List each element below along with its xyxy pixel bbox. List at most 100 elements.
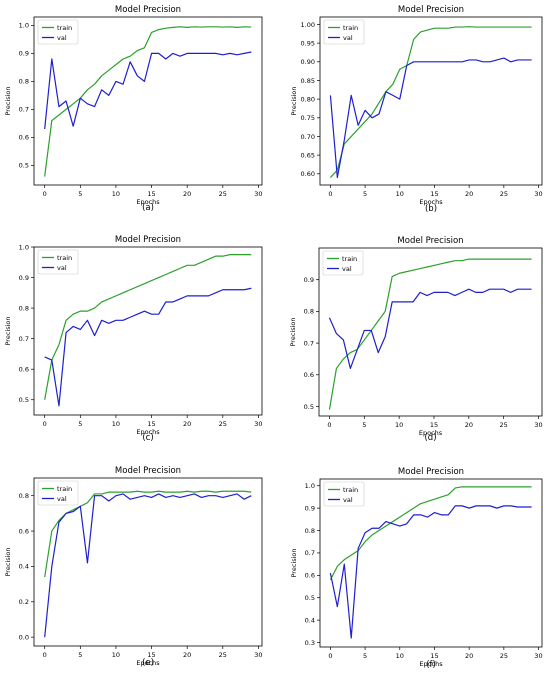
- y-tick-label: 0.8: [304, 308, 314, 316]
- legend-label-val: val: [343, 34, 353, 42]
- legend-label-train: train: [343, 486, 358, 494]
- series-line-val: [44, 51, 252, 130]
- y-tick-label: 0.6: [305, 572, 315, 580]
- panel-caption: (f): [426, 660, 436, 670]
- plot-frame: [33, 246, 263, 416]
- x-tick-label: 20: [183, 190, 191, 198]
- legend-label-val: val: [57, 264, 67, 272]
- y-tick-label: 0.9: [19, 50, 29, 58]
- series-line-train: [44, 254, 252, 400]
- chart-title: Model Precision: [398, 467, 464, 477]
- plot-frame: [319, 478, 543, 648]
- x-tick-label: 25: [500, 652, 508, 660]
- x-tick-label: 15: [147, 420, 155, 428]
- panel-caption: (c): [142, 433, 153, 443]
- x-tick-label: 20: [183, 420, 191, 428]
- x-tick-label: 0: [327, 421, 331, 429]
- chart-title: Model Precision: [397, 236, 463, 246]
- x-tick-label: 30: [534, 421, 542, 429]
- y-tick-label: 0.9: [19, 274, 29, 282]
- y-tick-label: 0.4: [305, 616, 315, 624]
- x-tick-label: 0: [43, 420, 47, 428]
- series-line-train: [329, 26, 532, 178]
- legend-label-val: val: [57, 495, 67, 503]
- chart-panel-6: Model Precision 0 5 10 15 20 25 30 0.3 0.4 0.5 0.6 0…: [290, 467, 543, 670]
- chart-title: Model Precision: [115, 235, 181, 245]
- y-tick-label: 0.7: [19, 335, 29, 343]
- y-axis-label: Precision: [4, 547, 12, 576]
- legend: train val: [37, 249, 79, 275]
- x-tick-label: 0: [43, 190, 47, 198]
- y-tick-label: 0.2: [19, 598, 29, 606]
- series-line-val: [329, 57, 532, 179]
- x-tick-label: 30: [254, 190, 262, 198]
- x-tick-label: 0: [328, 652, 332, 660]
- series-line-val: [328, 288, 532, 370]
- plot-frame: [319, 16, 543, 186]
- legend-label-val: val: [57, 34, 67, 42]
- chart-panel-1: Model Precision 0 5 10 15 20 25 30 0.5 0.6 0.7 0.8 0…: [4, 5, 263, 213]
- legend: train val: [323, 19, 365, 45]
- plot-frame: [33, 477, 263, 647]
- y-tick-label: 0.6: [19, 365, 29, 373]
- y-tick-label: 0.6: [304, 371, 314, 379]
- series-line-train: [329, 486, 532, 581]
- y-tick-label: 0.8: [19, 492, 29, 500]
- plot-frame: [33, 16, 263, 186]
- x-tick-label: 25: [500, 190, 508, 198]
- y-tick-label: 1.0: [305, 482, 315, 490]
- series-line-val: [329, 505, 532, 639]
- chart-panel-5: Model Precision 0 5 10 15 20 25 30 0.0 0.2 0.4 0.6 0…: [4, 466, 263, 668]
- y-tick-label: 0.0: [19, 633, 29, 641]
- x-tick-label: 25: [219, 651, 227, 659]
- y-tick-label: 0.9: [304, 276, 314, 284]
- y-tick-label: 0.80: [301, 95, 315, 103]
- x-tick-label: 0: [43, 651, 47, 659]
- x-tick-label: 5: [363, 652, 367, 660]
- y-tick-label: 0.65: [301, 151, 315, 159]
- y-tick-label: 0.7: [304, 339, 314, 347]
- x-tick-label: 10: [112, 651, 120, 659]
- x-axis-label: Epochs: [419, 429, 443, 437]
- y-tick-label: 0.4: [19, 563, 29, 571]
- legend-label-train: train: [342, 255, 357, 263]
- y-tick-label: 0.6: [19, 527, 29, 535]
- chart-panel-2: Model Precision 0 5 10 15 20 25 30 0.60 0.65 0.70 0…: [290, 5, 543, 214]
- x-axis-label: Epochs: [136, 198, 160, 206]
- x-tick-label: 10: [112, 190, 120, 198]
- y-tick-label: 0.8: [19, 304, 29, 312]
- y-tick-label: 0.5: [305, 594, 315, 602]
- y-tick-label: 1.00: [301, 21, 315, 29]
- x-tick-label: 5: [78, 651, 82, 659]
- x-tick-label: 15: [430, 652, 438, 660]
- y-tick-label: 0.6: [19, 134, 29, 142]
- x-tick-label: 30: [534, 190, 542, 198]
- series-line-val: [44, 493, 252, 638]
- x-tick-label: 20: [465, 652, 473, 660]
- legend-label-val: val: [343, 496, 353, 504]
- x-tick-label: 25: [219, 190, 227, 198]
- y-tick-label: 0.70: [301, 133, 315, 141]
- x-tick-label: 5: [362, 421, 366, 429]
- legend: train val: [37, 480, 79, 506]
- x-tick-label: 5: [363, 190, 367, 198]
- x-tick-label: 10: [112, 420, 120, 428]
- x-tick-label: 15: [430, 421, 438, 429]
- chart-panel-4: Model Precision 0 5 10 15 20 25 30 0.5 0.6 0.7 0.8 0…: [289, 236, 543, 443]
- y-axis-label: Precision: [289, 317, 297, 346]
- y-tick-label: 0.5: [304, 403, 314, 411]
- panel-caption: (e): [142, 658, 154, 668]
- x-tick-label: 20: [465, 190, 473, 198]
- panel-caption: (a): [142, 203, 154, 213]
- y-axis-label: Precision: [4, 86, 12, 115]
- legend: train val: [323, 481, 365, 507]
- x-tick-label: 15: [430, 190, 438, 198]
- y-tick-label: 0.85: [301, 77, 315, 85]
- x-tick-label: 20: [465, 421, 473, 429]
- x-tick-label: 15: [147, 190, 155, 198]
- y-tick-label: 0.8: [305, 527, 315, 535]
- chart-title: Model Precision: [398, 5, 464, 15]
- x-tick-label: 5: [78, 190, 82, 198]
- y-axis-label: Precision: [4, 316, 12, 345]
